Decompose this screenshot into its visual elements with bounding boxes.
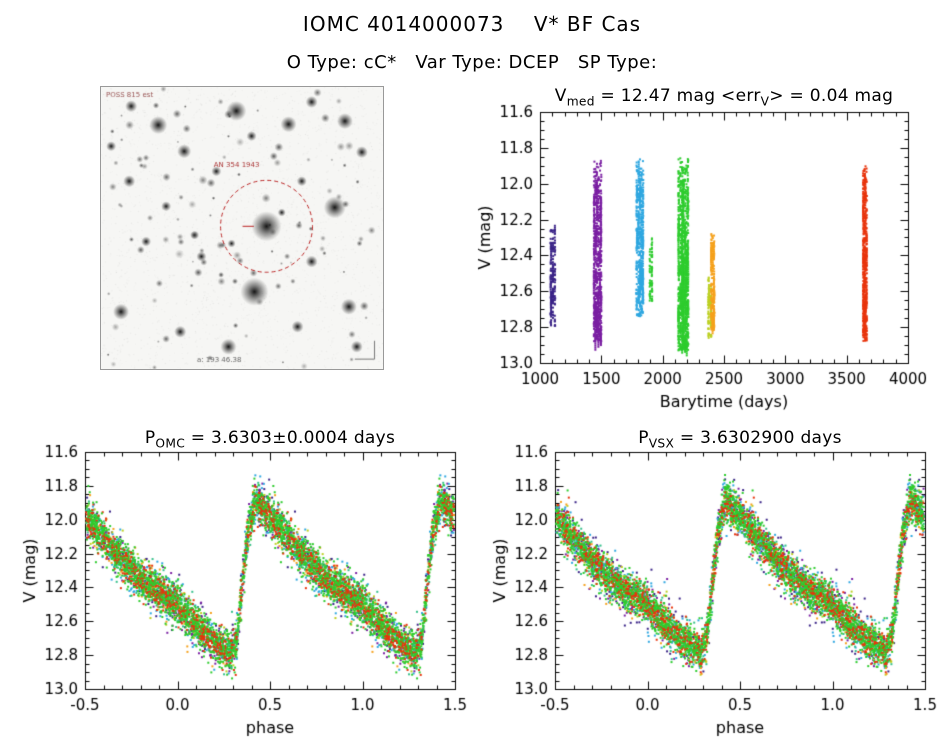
page-subtitle: O Type: cC* Var Type: DCEP SP Type:: [286, 52, 658, 73]
vsx-phase-folded-plot: [470, 424, 944, 747]
barytime-lightcurve-plot: [460, 84, 944, 420]
finding-chart-image: [100, 86, 384, 370]
omc-phase-folded-plot: [0, 424, 474, 747]
page-title: IOMC 4014000073 V* BF Cas: [302, 12, 642, 36]
